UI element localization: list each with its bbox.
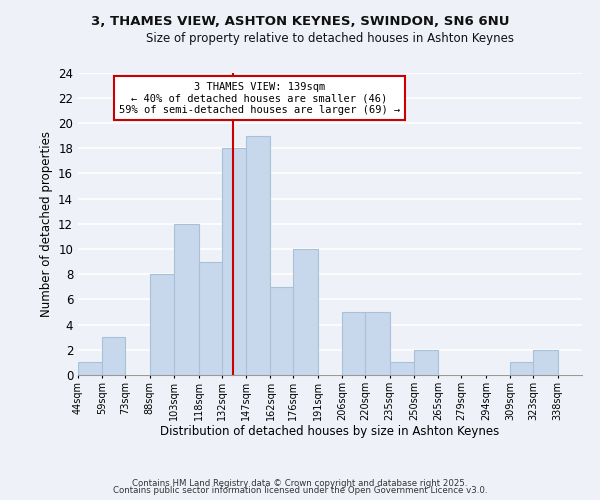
Y-axis label: Number of detached properties: Number of detached properties xyxy=(40,130,53,317)
Title: Size of property relative to detached houses in Ashton Keynes: Size of property relative to detached ho… xyxy=(146,32,514,45)
Bar xyxy=(103,337,125,375)
Text: Contains public sector information licensed under the Open Government Licence v3: Contains public sector information licen… xyxy=(113,486,487,495)
Bar xyxy=(533,350,557,375)
Bar xyxy=(78,362,103,375)
Bar xyxy=(293,249,318,375)
Bar xyxy=(365,312,389,375)
Bar xyxy=(174,224,199,375)
Text: 3, THAMES VIEW, ASHTON KEYNES, SWINDON, SN6 6NU: 3, THAMES VIEW, ASHTON KEYNES, SWINDON, … xyxy=(91,15,509,28)
Bar xyxy=(221,148,246,375)
Bar xyxy=(246,136,271,375)
Bar xyxy=(199,262,221,375)
Bar xyxy=(414,350,439,375)
Bar xyxy=(271,287,293,375)
Bar xyxy=(150,274,174,375)
Bar xyxy=(389,362,414,375)
Bar xyxy=(342,312,365,375)
Bar xyxy=(510,362,533,375)
X-axis label: Distribution of detached houses by size in Ashton Keynes: Distribution of detached houses by size … xyxy=(160,426,500,438)
Text: 3 THAMES VIEW: 139sqm
← 40% of detached houses are smaller (46)
59% of semi-deta: 3 THAMES VIEW: 139sqm ← 40% of detached … xyxy=(119,82,400,115)
Text: Contains HM Land Registry data © Crown copyright and database right 2025.: Contains HM Land Registry data © Crown c… xyxy=(132,478,468,488)
